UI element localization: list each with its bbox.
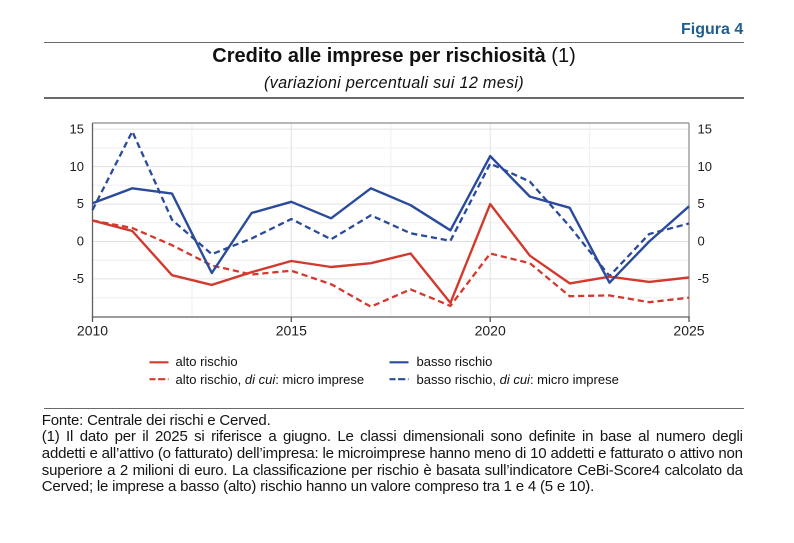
svg-text:15: 15 (70, 121, 84, 136)
svg-text:0: 0 (698, 234, 705, 249)
svg-text:5: 5 (698, 196, 705, 211)
svg-text:2025: 2025 (673, 323, 704, 339)
svg-text:10: 10 (70, 159, 84, 174)
svg-text:10: 10 (698, 159, 712, 174)
svg-text:2020: 2020 (475, 323, 506, 339)
svg-text:-5: -5 (72, 271, 84, 286)
svg-text:15: 15 (698, 121, 712, 136)
svg-text:2010: 2010 (77, 323, 108, 339)
svg-text:-5: -5 (698, 271, 710, 286)
svg-text:0: 0 (77, 234, 84, 249)
svg-text:5: 5 (77, 196, 84, 211)
svg-text:2015: 2015 (276, 323, 307, 339)
